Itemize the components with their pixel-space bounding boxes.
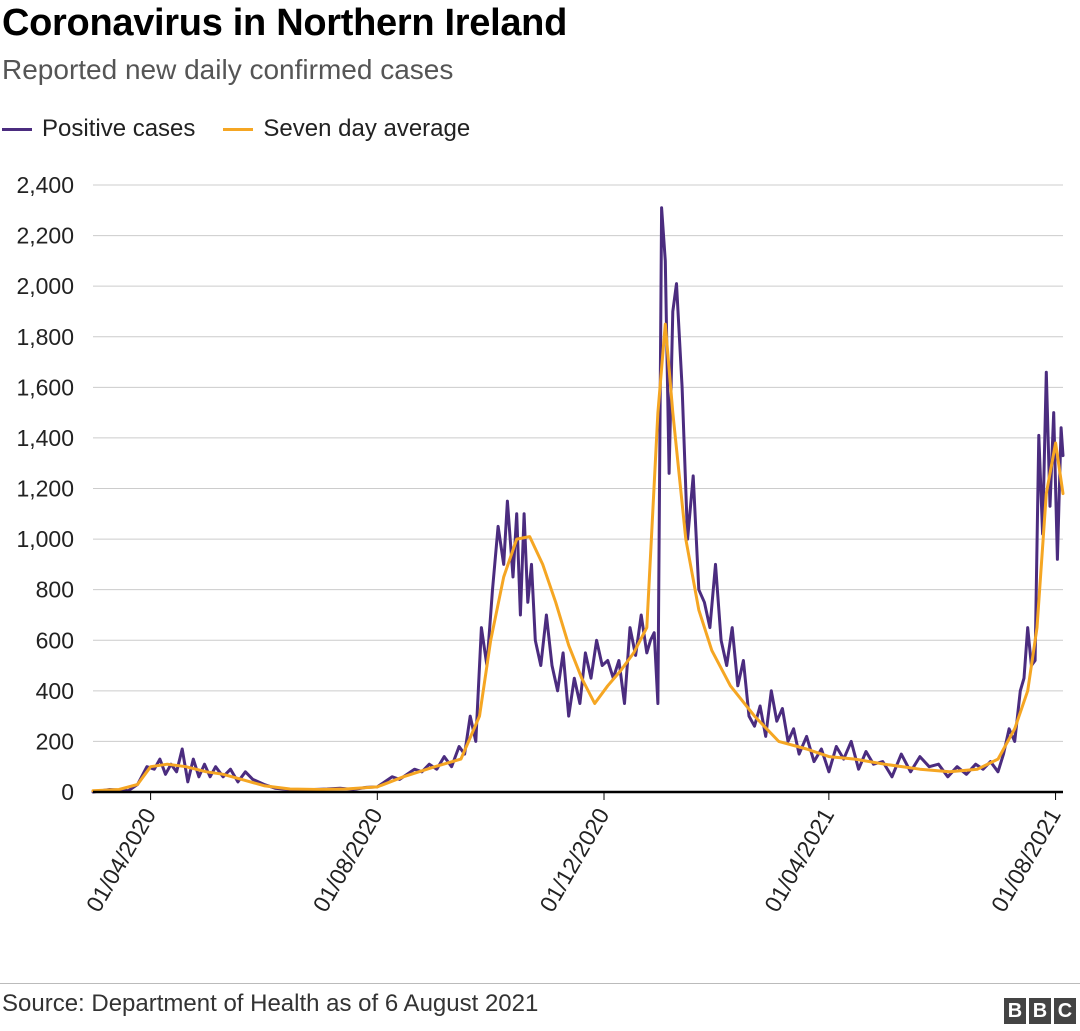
- x-tick-label: 01/04/2020: [81, 804, 161, 917]
- seven-day-average-line: [91, 322, 1065, 793]
- line-chart: 0 200 400 600 800 1,000 1,200 1,400 1,600 1,800 2,…: [16, 172, 1066, 917]
- y-tick-label: 2,400: [16, 172, 74, 198]
- bbc-logo-letter: B: [1029, 998, 1051, 1024]
- legend-swatch-seven-day-average: [223, 127, 254, 131]
- source-note: Source: Department of Health as of 6 Aug…: [2, 990, 539, 1017]
- x-tick-label: 01/12/2020: [534, 804, 614, 917]
- y-tick-label: 1,400: [16, 425, 74, 451]
- y-tick-label: 0: [61, 779, 74, 805]
- chart-legend: Positive cases Seven day average: [2, 115, 498, 143]
- chart-subtitle: Reported new daily confirmed cases: [2, 54, 454, 85]
- bbc-logo: B B C: [1001, 998, 1076, 1024]
- y-tick-label: 400: [36, 678, 74, 704]
- chart-title: Coronavirus in Northern Ireland: [2, 2, 568, 44]
- y-tick-label: 200: [36, 728, 74, 754]
- y-tick-label: 1,000: [16, 526, 74, 552]
- y-tick-label: 2,200: [16, 223, 74, 249]
- legend-label-seven-day-average: Seven day average: [263, 115, 471, 142]
- legend-label-positive-cases: Positive cases: [42, 115, 196, 142]
- x-tick-label: 01/08/2021: [986, 804, 1066, 917]
- y-tick-label: 800: [36, 577, 74, 603]
- y-tick-label: 1,800: [16, 324, 74, 350]
- positive-cases-line: [91, 206, 1065, 794]
- x-tick-label: 01/04/2021: [759, 804, 839, 917]
- bbc-logo-letter: B: [1004, 998, 1026, 1024]
- legend-swatch-positive-cases: [2, 127, 32, 131]
- legend-item-seven-day-average: Seven day average: [223, 115, 470, 143]
- x-tick-label: 01/08/2020: [308, 804, 388, 917]
- legend-item-positive-cases: Positive cases: [2, 115, 195, 143]
- y-tick-label: 1,200: [16, 476, 74, 502]
- y-tick-label: 2,000: [16, 273, 74, 299]
- footer-divider: [0, 983, 1080, 984]
- bbc-logo-letter: C: [1054, 998, 1076, 1024]
- y-tick-label: 1,600: [16, 374, 74, 400]
- y-tick-label: 600: [36, 627, 74, 653]
